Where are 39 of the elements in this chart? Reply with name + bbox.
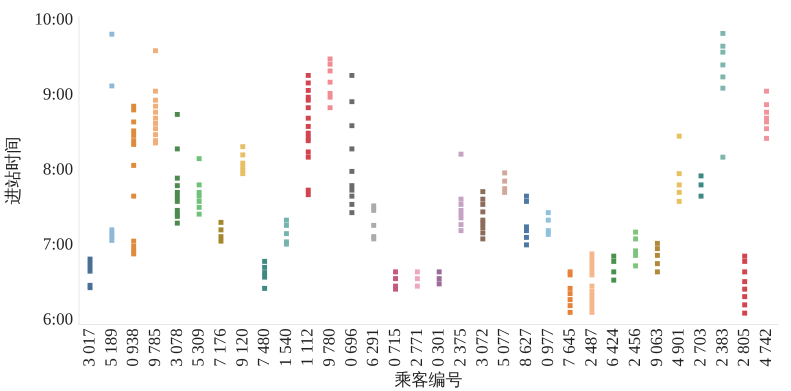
y-tick-label: 9:00 (42, 84, 74, 104)
x-tick-label: 7 176 (210, 328, 230, 367)
x-tick-label: 9 780 (320, 328, 339, 367)
x-tick-label: 2 487 (581, 328, 600, 367)
y-tick-label: 7:00 (42, 234, 74, 254)
x-tick-label: 6 424 (603, 328, 622, 367)
x-tick-label: 2 771 (406, 328, 426, 367)
y-tick-label: 6:00 (42, 309, 74, 328)
x-tick-label: 2 805 (734, 328, 754, 367)
x-tick-label: 0 696 (341, 328, 360, 367)
x-tick-label: 0 977 (538, 328, 557, 367)
x-tick-label: 3 072 (472, 328, 492, 367)
y-tick-label: 8:00 (42, 159, 74, 178)
x-tick-label: 4 901 (668, 328, 688, 367)
x-tick-label: 2 375 (450, 328, 470, 367)
x-tick-label: 7 480 (254, 328, 274, 367)
x-tick-label: 0 301 (428, 328, 448, 367)
x-axis-title: 乘客编号 (394, 370, 462, 390)
x-tick-label: 2 703 (690, 328, 710, 367)
x-tick-label: 2 383 (712, 328, 732, 367)
x-tick-label: 5 077 (494, 328, 514, 367)
y-axis-title: 进站时间 (4, 136, 23, 204)
x-tick-label: 3 078 (166, 328, 186, 367)
x-tick-label: 0 938 (123, 328, 142, 367)
x-tick-label: 6 291 (363, 328, 382, 367)
x-tick-label: 5 309 (188, 328, 208, 367)
x-tick-label: 7 645 (560, 328, 579, 367)
x-tick-label: 9 063 (646, 328, 666, 367)
x-tick-label: 9 120 (232, 328, 252, 367)
x-tick-label: 1 540 (276, 328, 295, 367)
x-tick-label: 8 627 (516, 328, 535, 367)
x-tick-label: 3 017 (80, 328, 99, 367)
x-tick-label: 2 456 (625, 328, 644, 367)
x-tick-label: 4 742 (756, 328, 775, 367)
x-tick-label: 9 785 (144, 328, 164, 367)
y-tick-label: 10:00 (34, 9, 74, 28)
x-tick-label: 5 189 (101, 328, 120, 367)
x-tick-label: 0 715 (385, 328, 404, 367)
x-tick-label: 1 112 (298, 328, 317, 366)
